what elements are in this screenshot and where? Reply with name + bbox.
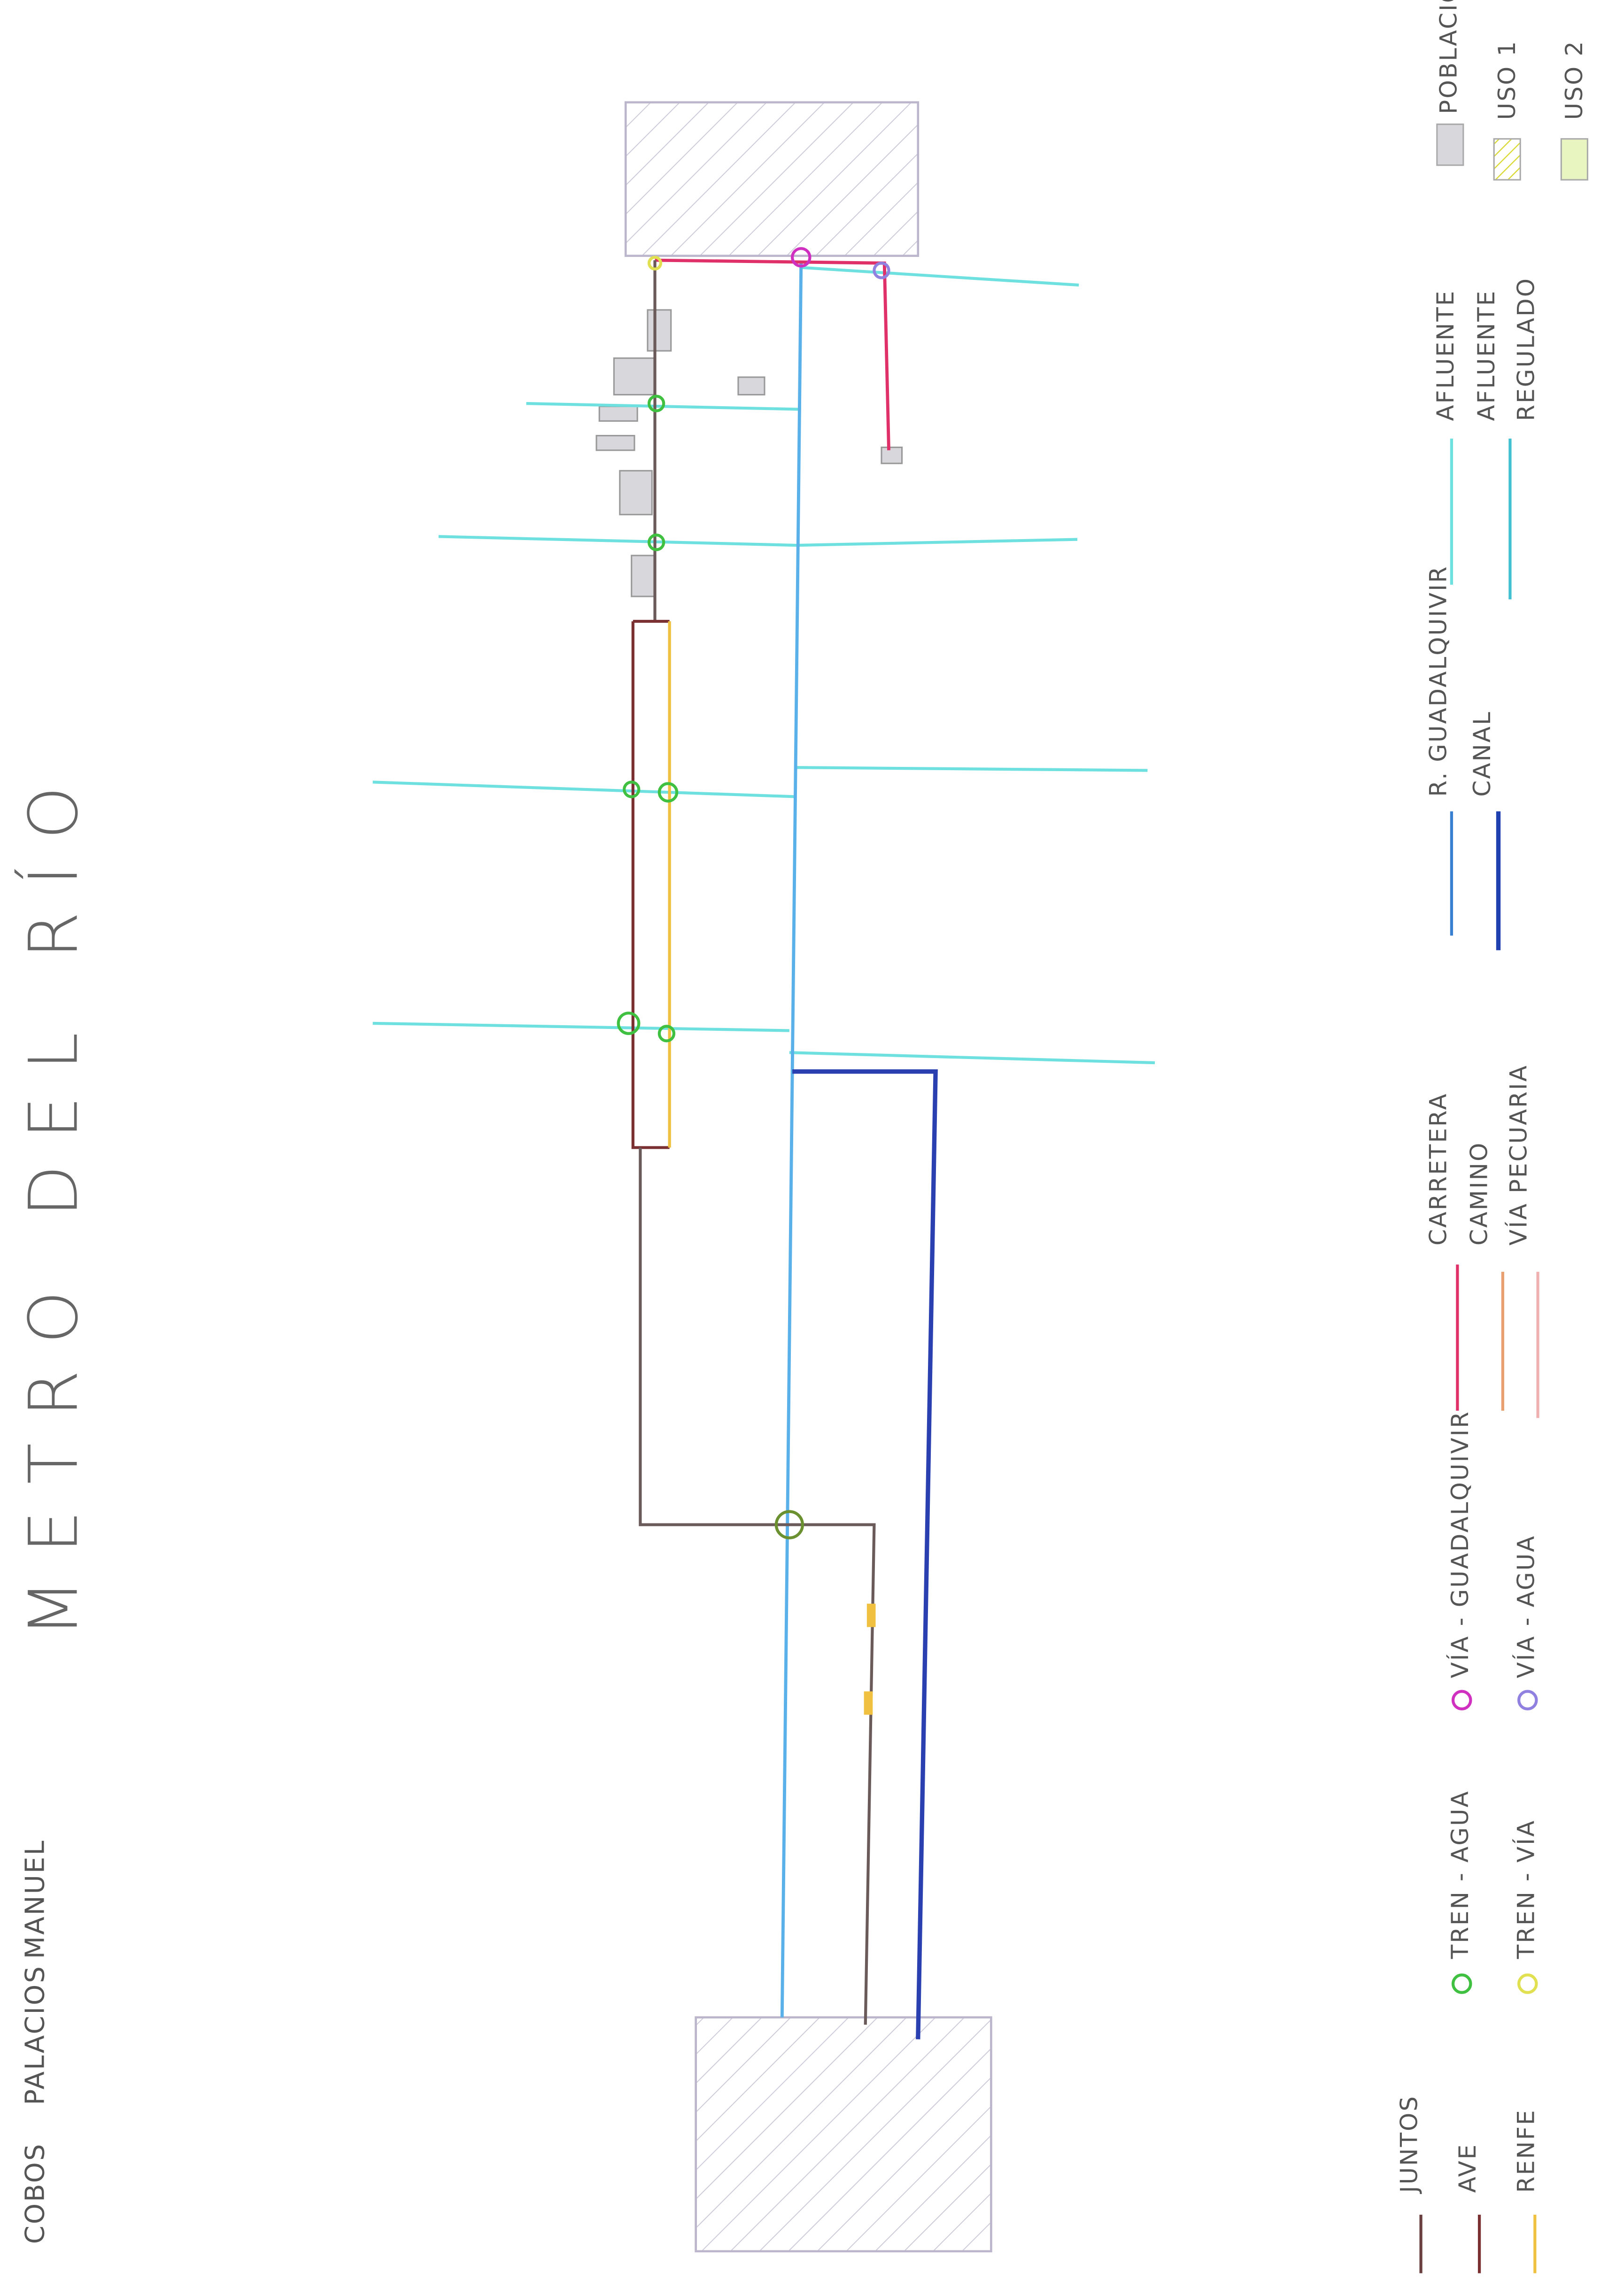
author: PALACIOS [20, 1965, 50, 2105]
legend-label: VÍA - GUADALQUIVIR [1446, 1410, 1474, 1678]
author: COBOS [20, 2142, 50, 2244]
buildings [595, 309, 903, 597]
river [780, 263, 803, 2018]
legend-swatch [1517, 1690, 1538, 1711]
legend-label: RENFE [1512, 2109, 1539, 2193]
legend-label: R. GUADALQUIVIR [1425, 565, 1452, 796]
legend-label: POBLACIÓN [1434, 0, 1462, 114]
legend-label: VÍA - AGUA [1512, 1535, 1539, 1678]
legend-swatch [1436, 124, 1464, 166]
town [624, 101, 920, 257]
legend-label: AFLUENTE [1432, 290, 1459, 421]
legend-label: AFLUENTE [1473, 290, 1500, 421]
canal [792, 1069, 938, 2040]
legend-label: AVE [1454, 2143, 1481, 2193]
legend-label: USO 2 [1561, 40, 1588, 120]
road [655, 258, 890, 450]
legend-swatch [1517, 1973, 1538, 1994]
marks [864, 1603, 876, 1715]
title: METRO DEL RÍO [15, 760, 93, 1637]
legend-label: CANAL [1469, 711, 1496, 796]
crossings [617, 247, 890, 1539]
legend-label: USO 1 [1493, 40, 1521, 120]
town [695, 2016, 992, 2253]
legend-label: CAMINO [1466, 1142, 1493, 1246]
legend-swatch [1493, 138, 1521, 181]
legend-label: VÍA PECUARIA [1505, 1064, 1532, 1245]
legend-label: TREN - VÍA [1512, 1819, 1539, 1959]
legend-label: REGULADO [1512, 277, 1539, 421]
railway [631, 260, 876, 2025]
legend-label: CARRETERA [1425, 1092, 1452, 1245]
author: MANUEL [20, 1839, 50, 1959]
legend-label: TREN - AGUA [1446, 1790, 1474, 1959]
legend-swatch [1560, 138, 1588, 181]
legend-swatch [1451, 1690, 1472, 1711]
legend-label: JUNTOS [1395, 2095, 1422, 2194]
legend-swatch [1451, 1973, 1472, 1994]
